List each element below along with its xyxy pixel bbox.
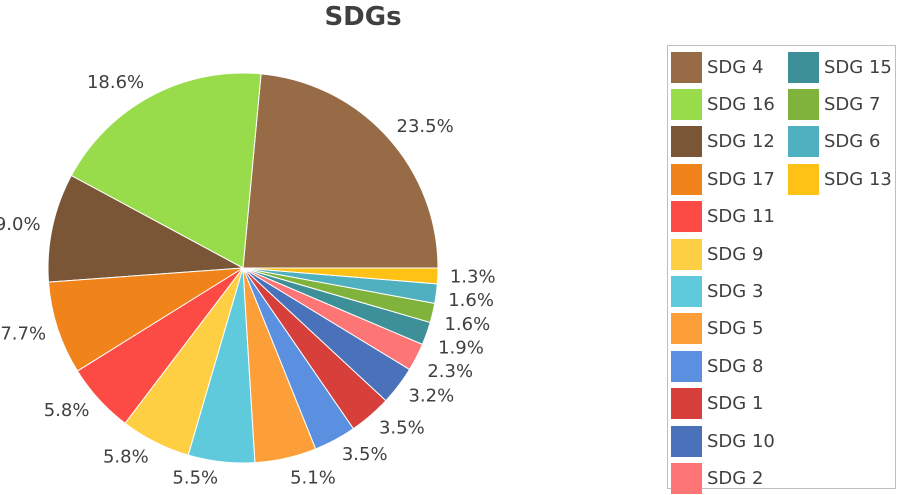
legend-item: SDG 11	[671, 201, 775, 233]
legend-swatch	[671, 388, 702, 420]
legend-swatch	[788, 163, 819, 195]
legend-label: SDG 5	[707, 318, 764, 340]
legend-swatch	[671, 238, 702, 270]
legend-label: SDG 9	[707, 243, 764, 265]
legend-swatch	[788, 88, 819, 120]
legend-label: SDG 6	[824, 131, 881, 153]
data-label: 1.6%	[448, 290, 494, 311]
legend-item: SDG 7	[788, 88, 880, 120]
data-label: 2.3%	[427, 361, 473, 382]
legend-item: SDG 16	[671, 88, 775, 120]
data-label: 1.9%	[438, 337, 484, 358]
legend-item: SDG 10	[671, 425, 775, 457]
legend-swatch	[671, 88, 702, 120]
legend-item: SDG 3	[671, 275, 763, 307]
legend-swatch	[671, 350, 702, 382]
legend-label: SDG 13	[824, 168, 892, 190]
data-label: 5.1%	[290, 468, 336, 489]
legend-item: SDG 17	[671, 163, 775, 195]
data-label: 5.5%	[172, 468, 218, 489]
legend-item: SDG 4	[671, 51, 763, 83]
pie-chart: 23.5% 18.6% 9.0% 7.7% 5.8% 5.8% 5.5% 5.1% 3.5% 3.…	[0, 72, 496, 489]
data-label: 23.5%	[397, 116, 454, 137]
pie-slice-sdg-17	[47, 267, 244, 372]
pie-slice-sdg-4	[242, 73, 439, 269]
legend-label: SDG 4	[707, 56, 764, 78]
legend-label: SDG 17	[707, 168, 775, 190]
legend-swatch	[671, 163, 702, 195]
data-label: 7.7%	[0, 323, 46, 344]
data-label: 5.8%	[44, 400, 90, 421]
legend-item: SDG 13	[788, 163, 892, 195]
legend-swatch	[671, 126, 702, 158]
data-label: 3.5%	[342, 444, 388, 465]
legend-label: SDG 8	[707, 355, 764, 377]
legend-label: SDG 3	[707, 280, 764, 302]
pie-slice-sdg-13	[242, 267, 439, 285]
data-label: 1.6%	[444, 314, 490, 335]
legend-swatch	[671, 275, 702, 307]
legend-swatch	[671, 201, 702, 233]
data-label: 1.3%	[450, 267, 496, 288]
legend-label: SDG 7	[824, 93, 881, 115]
chart-title: SDGs	[324, 2, 402, 32]
pie-slice-sdg-12	[47, 174, 245, 283]
legend-label: SDG 1	[707, 393, 764, 415]
legend-item: SDG 15	[788, 51, 892, 83]
legend-label: SDG 11	[707, 206, 775, 228]
legend-item: SDG 9	[671, 238, 763, 270]
data-label: 18.6%	[87, 72, 144, 93]
legend-label: SDG 10	[707, 430, 775, 452]
legend-swatch	[671, 51, 702, 83]
legend-item: SDG 6	[788, 126, 880, 158]
data-label: 3.2%	[408, 385, 454, 406]
legend-swatch	[788, 51, 819, 83]
data-label: 5.8%	[103, 446, 149, 467]
legend-swatch	[671, 462, 702, 494]
legend-swatch	[788, 126, 819, 158]
data-label: 9.0%	[0, 214, 41, 235]
pie-slice-sdg-16	[70, 72, 262, 269]
legend-item: SDG 1	[671, 388, 763, 420]
legend-item: SDG 2	[671, 462, 763, 494]
legend-label: SDG 2	[707, 467, 764, 489]
legend: SDG 4 SDG 16 SDG 12 SDG 17 SDG 11 SDG 9 SDG 3 S…	[667, 45, 896, 494]
legend-label: SDG 12	[707, 131, 775, 153]
legend-swatch	[671, 313, 702, 345]
legend-item: SDG 12	[671, 126, 775, 158]
legend-item: SDG 5	[671, 313, 763, 345]
legend-swatch	[671, 425, 702, 457]
legend-label: SDG 15	[824, 56, 892, 78]
legend-item: SDG 8	[671, 350, 763, 382]
legend-label: SDG 16	[707, 93, 775, 115]
data-label: 3.5%	[379, 418, 425, 439]
